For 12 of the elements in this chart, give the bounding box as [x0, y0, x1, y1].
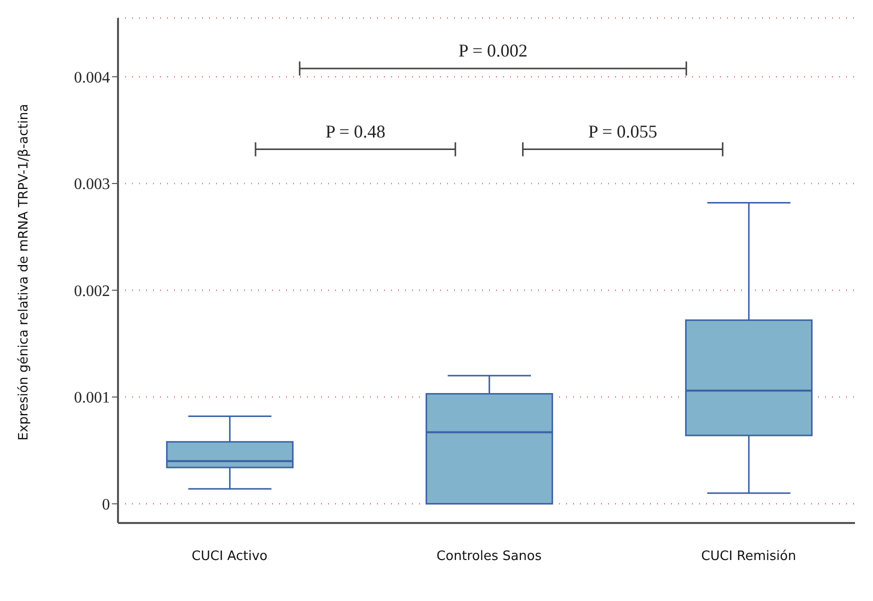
x-tick-label: CUCI Activo — [192, 549, 268, 564]
annotation: P = 0.002 — [458, 40, 528, 60]
y-tick-label: 0.002 — [74, 282, 110, 300]
x-tick-label: CUCI Remisión — [701, 549, 796, 564]
y-tick-label: 0.004 — [74, 69, 110, 86]
y-axis-title: Expresión génica relativa de mRNA TRPV-1/β-actina — [16, 104, 32, 440]
y-tick-label: 0.001 — [74, 390, 110, 407]
x-tick-label: Controles Sanos — [436, 549, 542, 564]
annotation: P = 0.055 — [588, 121, 658, 142]
y-tick-label: 0 — [102, 496, 110, 514]
y-tick-label: 0.003 — [74, 176, 110, 194]
annotation: P = 0.48 — [325, 121, 386, 142]
